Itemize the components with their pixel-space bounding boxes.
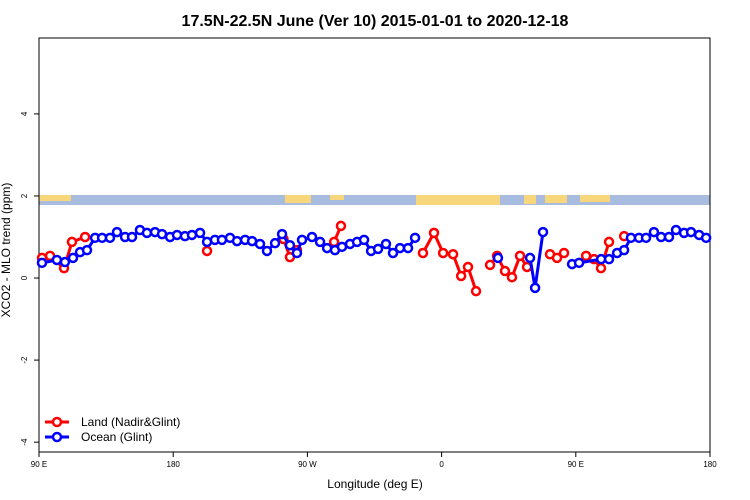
data-point xyxy=(670,224,682,236)
land-patch xyxy=(285,195,311,203)
data-point xyxy=(51,254,63,266)
data-point xyxy=(372,243,384,255)
data-point xyxy=(306,231,318,243)
data-point xyxy=(625,232,637,244)
data-point xyxy=(394,242,406,254)
y-tick-label: -4 xyxy=(20,438,29,446)
data-point xyxy=(36,257,48,269)
y-tick-label: 0 xyxy=(20,275,29,280)
data-point xyxy=(387,247,399,259)
y-tick-label: 4 xyxy=(20,111,29,116)
data-point xyxy=(537,226,549,238)
x-tick-label: 90 E xyxy=(568,460,584,469)
data-point xyxy=(618,244,630,256)
data-point xyxy=(111,226,123,238)
data-point xyxy=(551,252,563,264)
land-patch xyxy=(580,195,610,202)
y-tick-label: -2 xyxy=(20,356,29,364)
data-point xyxy=(447,248,459,260)
data-point xyxy=(314,236,326,248)
chart-title: 17.5N-22.5N June (Ver 10) 2015-01-01 to … xyxy=(182,13,569,30)
y-tick-label: 2 xyxy=(20,193,29,198)
data-point xyxy=(603,236,615,248)
data-point xyxy=(648,226,660,238)
legend-label: Ocean (Glint) xyxy=(81,430,152,444)
ocean-strip xyxy=(39,195,710,205)
data-point xyxy=(201,245,213,257)
data-point xyxy=(514,250,526,262)
data-point xyxy=(437,247,449,259)
x-tick-label: 90 E xyxy=(31,460,47,469)
data-point xyxy=(291,247,303,259)
data-point xyxy=(484,259,496,271)
data-point xyxy=(141,227,153,239)
data-point xyxy=(492,252,504,264)
x-tick-label: 180 xyxy=(167,460,181,469)
data-point xyxy=(402,242,414,254)
data-point xyxy=(66,236,78,248)
data-point xyxy=(700,232,712,244)
data-point xyxy=(269,237,281,249)
data-point xyxy=(186,229,198,241)
data-point xyxy=(380,238,392,250)
legend-marker xyxy=(51,431,63,443)
data-point xyxy=(524,252,536,264)
data-point xyxy=(126,231,138,243)
data-point xyxy=(216,234,228,246)
data-point xyxy=(254,238,266,250)
land-patch xyxy=(416,195,500,205)
data-point xyxy=(336,241,348,253)
x-axis-label: Longitude (deg E) xyxy=(327,477,422,491)
data-point xyxy=(231,235,243,247)
data-point xyxy=(81,244,93,256)
x-tick-label: 0 xyxy=(439,460,444,469)
legend-label: Land (Nadir&Glint) xyxy=(81,415,180,429)
data-point xyxy=(67,252,79,264)
data-point xyxy=(663,231,675,243)
y-axis-label: XCO2 - MLO trend (ppm) xyxy=(0,183,13,318)
land-patch xyxy=(330,195,344,200)
data-point xyxy=(640,232,652,244)
data-point xyxy=(284,239,296,251)
plot-frame xyxy=(38,37,711,453)
data-point xyxy=(558,247,570,259)
data-point xyxy=(573,257,585,269)
data-point xyxy=(261,245,273,257)
land-patch xyxy=(524,195,536,204)
data-point xyxy=(470,285,482,297)
legend-marker xyxy=(51,416,63,428)
data-point xyxy=(335,220,347,232)
data-point xyxy=(455,270,467,282)
data-point xyxy=(685,226,697,238)
data-point xyxy=(603,253,615,265)
data-point xyxy=(506,271,518,283)
data-point xyxy=(428,227,440,239)
data-point xyxy=(409,232,421,244)
x-tick-label: 180 xyxy=(703,460,717,469)
data-point xyxy=(276,228,288,240)
data-point xyxy=(296,234,308,246)
data-point xyxy=(59,256,71,268)
land-patch xyxy=(545,195,567,203)
land-patch xyxy=(39,195,71,201)
data-point xyxy=(529,282,541,294)
data-point xyxy=(328,236,340,248)
data-point xyxy=(79,231,91,243)
x-tick-label: 90 W xyxy=(298,460,317,469)
land-band xyxy=(39,195,710,205)
data-point xyxy=(499,265,511,277)
data-point xyxy=(156,228,168,240)
data-point xyxy=(595,262,607,274)
data-point xyxy=(194,227,206,239)
data-point xyxy=(358,234,370,246)
data-point xyxy=(462,261,474,273)
data-point xyxy=(417,247,429,259)
data-point xyxy=(104,232,116,244)
